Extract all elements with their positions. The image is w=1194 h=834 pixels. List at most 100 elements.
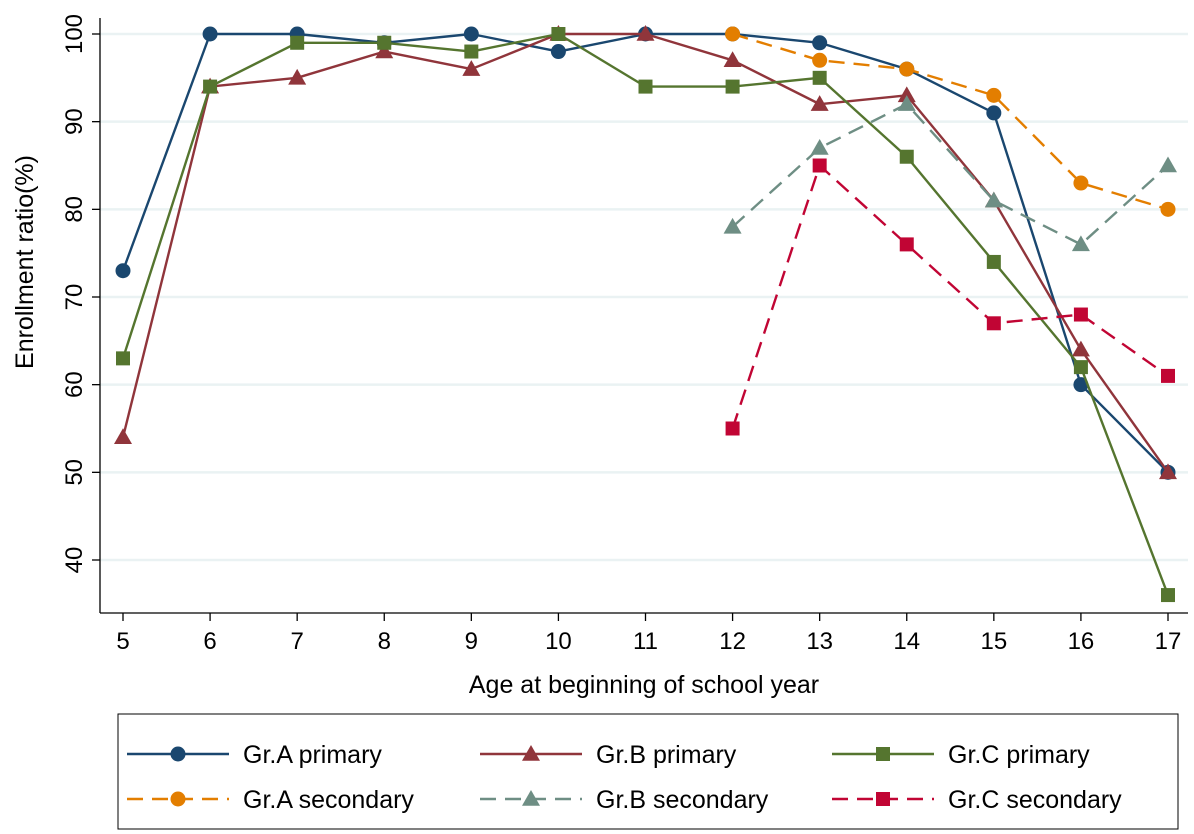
data-point bbox=[1161, 368, 1175, 383]
x-tick-label: 9 bbox=[465, 628, 478, 655]
data-point bbox=[116, 351, 130, 366]
legend-item-0: Gr.A primary bbox=[127, 741, 382, 769]
legend-item-2: Gr.C primary bbox=[832, 741, 1090, 769]
data-point bbox=[1161, 588, 1175, 603]
series-2 bbox=[116, 27, 1175, 603]
data-point bbox=[1073, 175, 1089, 191]
data-point bbox=[986, 87, 1002, 103]
data-point bbox=[986, 254, 1001, 269]
legend: Gr.A primary Gr.B primary Gr.C primary Gr.A… bbox=[117, 713, 1179, 830]
data-point bbox=[810, 95, 829, 111]
data-point bbox=[551, 27, 566, 41]
x-tick-label: 17 bbox=[1155, 628, 1182, 655]
data-point bbox=[1160, 201, 1176, 217]
data-point bbox=[375, 42, 394, 59]
legend-item-3: Gr.A secondary bbox=[127, 786, 414, 814]
data-point bbox=[723, 217, 742, 234]
data-point bbox=[377, 35, 392, 50]
y-tick-label: 70 bbox=[61, 284, 88, 311]
data-point bbox=[899, 149, 914, 164]
y-tick-label: 80 bbox=[61, 196, 88, 223]
data-point bbox=[203, 79, 218, 94]
data-point bbox=[202, 26, 218, 42]
legend-marker bbox=[170, 791, 186, 807]
data-point bbox=[723, 51, 742, 68]
gridlines bbox=[100, 32, 1188, 562]
data-point bbox=[114, 428, 132, 445]
data-point bbox=[899, 61, 915, 77]
x-tick-label: 13 bbox=[806, 628, 833, 655]
series-line bbox=[121, 32, 1169, 474]
x-tick-label: 12 bbox=[719, 628, 746, 655]
data-point bbox=[1073, 377, 1089, 393]
data-point bbox=[897, 86, 916, 103]
data-point bbox=[812, 70, 827, 85]
data-point bbox=[550, 44, 566, 60]
y-tick-label: 50 bbox=[61, 459, 88, 486]
axes bbox=[99, 18, 1188, 614]
legend-item-1: Gr.B primary bbox=[480, 741, 737, 769]
y-tick-label: 90 bbox=[61, 108, 88, 135]
series-line bbox=[732, 32, 1169, 211]
x-tick-label: 14 bbox=[893, 628, 920, 655]
legend-label: Gr.B primary bbox=[596, 741, 737, 769]
legend-label: Gr.C primary bbox=[948, 741, 1090, 769]
data-point bbox=[986, 105, 1002, 121]
ticks: 40 50 60 70 80 90 100 5 6 7 8 9 10 11 12 13 14 15 16 17 bbox=[61, 14, 1181, 655]
series-3 bbox=[725, 26, 1176, 217]
x-tick-label: 10 bbox=[545, 628, 572, 655]
data-point bbox=[725, 421, 740, 436]
legend-label: Gr.C secondary bbox=[948, 786, 1122, 814]
data-point bbox=[1159, 156, 1177, 173]
data-point bbox=[810, 138, 829, 155]
legend-marker bbox=[876, 792, 890, 806]
series-line bbox=[121, 32, 1170, 596]
data-point bbox=[464, 44, 479, 59]
data-point bbox=[1159, 463, 1177, 480]
legend-marker bbox=[522, 745, 540, 761]
data-point bbox=[725, 79, 740, 94]
x-tick-label: 6 bbox=[203, 628, 216, 655]
legend-item-5: Gr.C secondary bbox=[832, 786, 1122, 814]
data-point bbox=[812, 158, 827, 173]
x-axis-label: Age at beginning of school year bbox=[469, 671, 819, 699]
data-point bbox=[638, 79, 653, 94]
data-point bbox=[636, 25, 655, 41]
data-point bbox=[115, 263, 131, 279]
data-point bbox=[812, 52, 828, 68]
legend-marker bbox=[170, 746, 186, 762]
data-point bbox=[725, 26, 741, 42]
data-point bbox=[463, 26, 479, 42]
data-point bbox=[1073, 360, 1088, 375]
x-tick-label: 7 bbox=[290, 628, 303, 655]
series-line bbox=[121, 32, 1169, 474]
series-layer bbox=[114, 25, 1177, 603]
series-4 bbox=[723, 95, 1177, 252]
legend-item-4: Gr.B secondary bbox=[480, 786, 769, 814]
x-tick-label: 8 bbox=[378, 628, 391, 655]
data-point bbox=[1071, 235, 1090, 252]
data-point bbox=[290, 35, 305, 50]
x-tick-label: 15 bbox=[980, 628, 1007, 655]
series-0 bbox=[115, 26, 1176, 480]
y-axis-label: Enrollment ratio(%) bbox=[11, 155, 39, 369]
y-tick-label: 100 bbox=[61, 14, 88, 54]
x-tick-label: 11 bbox=[633, 628, 658, 655]
data-point bbox=[1071, 340, 1090, 357]
legend-box bbox=[117, 713, 1179, 830]
data-point bbox=[1073, 307, 1088, 322]
legend-marker bbox=[876, 747, 890, 761]
legend-label: Gr.A primary bbox=[243, 741, 382, 769]
legend-label: Gr.A secondary bbox=[243, 786, 414, 814]
data-point bbox=[288, 68, 307, 85]
series-line bbox=[731, 102, 1169, 246]
data-point bbox=[812, 35, 828, 51]
data-point bbox=[897, 95, 916, 111]
series-line bbox=[731, 164, 1169, 429]
data-point bbox=[984, 191, 1003, 208]
series-5 bbox=[725, 158, 1175, 436]
x-tick-label: 5 bbox=[116, 628, 129, 655]
data-point bbox=[986, 316, 1001, 331]
data-point bbox=[899, 237, 914, 252]
